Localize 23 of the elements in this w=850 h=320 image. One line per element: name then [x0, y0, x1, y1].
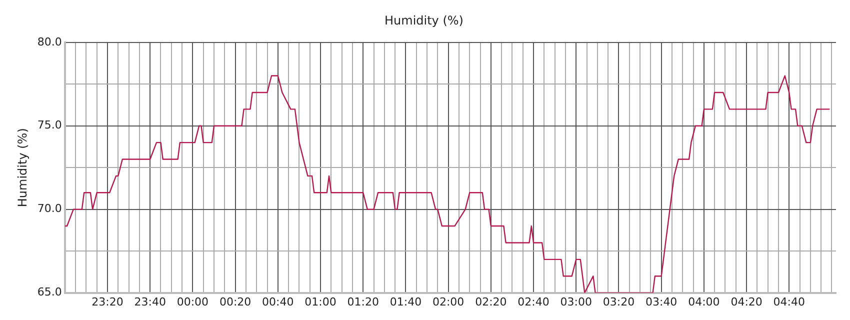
x-tick-label: 03:20: [602, 295, 635, 308]
y-tick-label: 80.0: [37, 35, 62, 48]
x-tick-label: 03:40: [645, 295, 678, 308]
y-tick-label: 70.0: [37, 202, 62, 216]
x-tick-label: 03:00: [560, 295, 592, 308]
x-tick-label: 01:20: [347, 295, 379, 308]
x-tick-label: 01:40: [390, 295, 422, 308]
x-tick-label: 23:40: [134, 295, 166, 308]
y-tick-label: 75.0: [37, 118, 62, 132]
x-tick-label: 00:00: [176, 295, 209, 308]
x-tick-label: 04:00: [688, 295, 720, 308]
x-tick-label: 23:20: [92, 295, 124, 308]
x-tick-label: 04:20: [730, 295, 762, 308]
x-tick-label: 02:20: [475, 295, 507, 308]
x-tick-label: 02:40: [518, 295, 550, 308]
chart-title: Humidity (%): [384, 13, 464, 28]
x-tick-label: 01:00: [304, 295, 336, 308]
y-axis-title: Humidity (%): [15, 128, 30, 208]
x-tick-label: 00:20: [219, 295, 252, 308]
y-tick-label: 65.0: [37, 286, 62, 299]
x-tick-label: 00:40: [262, 295, 294, 308]
x-tick-label: 02:00: [432, 295, 464, 308]
x-tick-label: 04:40: [773, 295, 805, 308]
